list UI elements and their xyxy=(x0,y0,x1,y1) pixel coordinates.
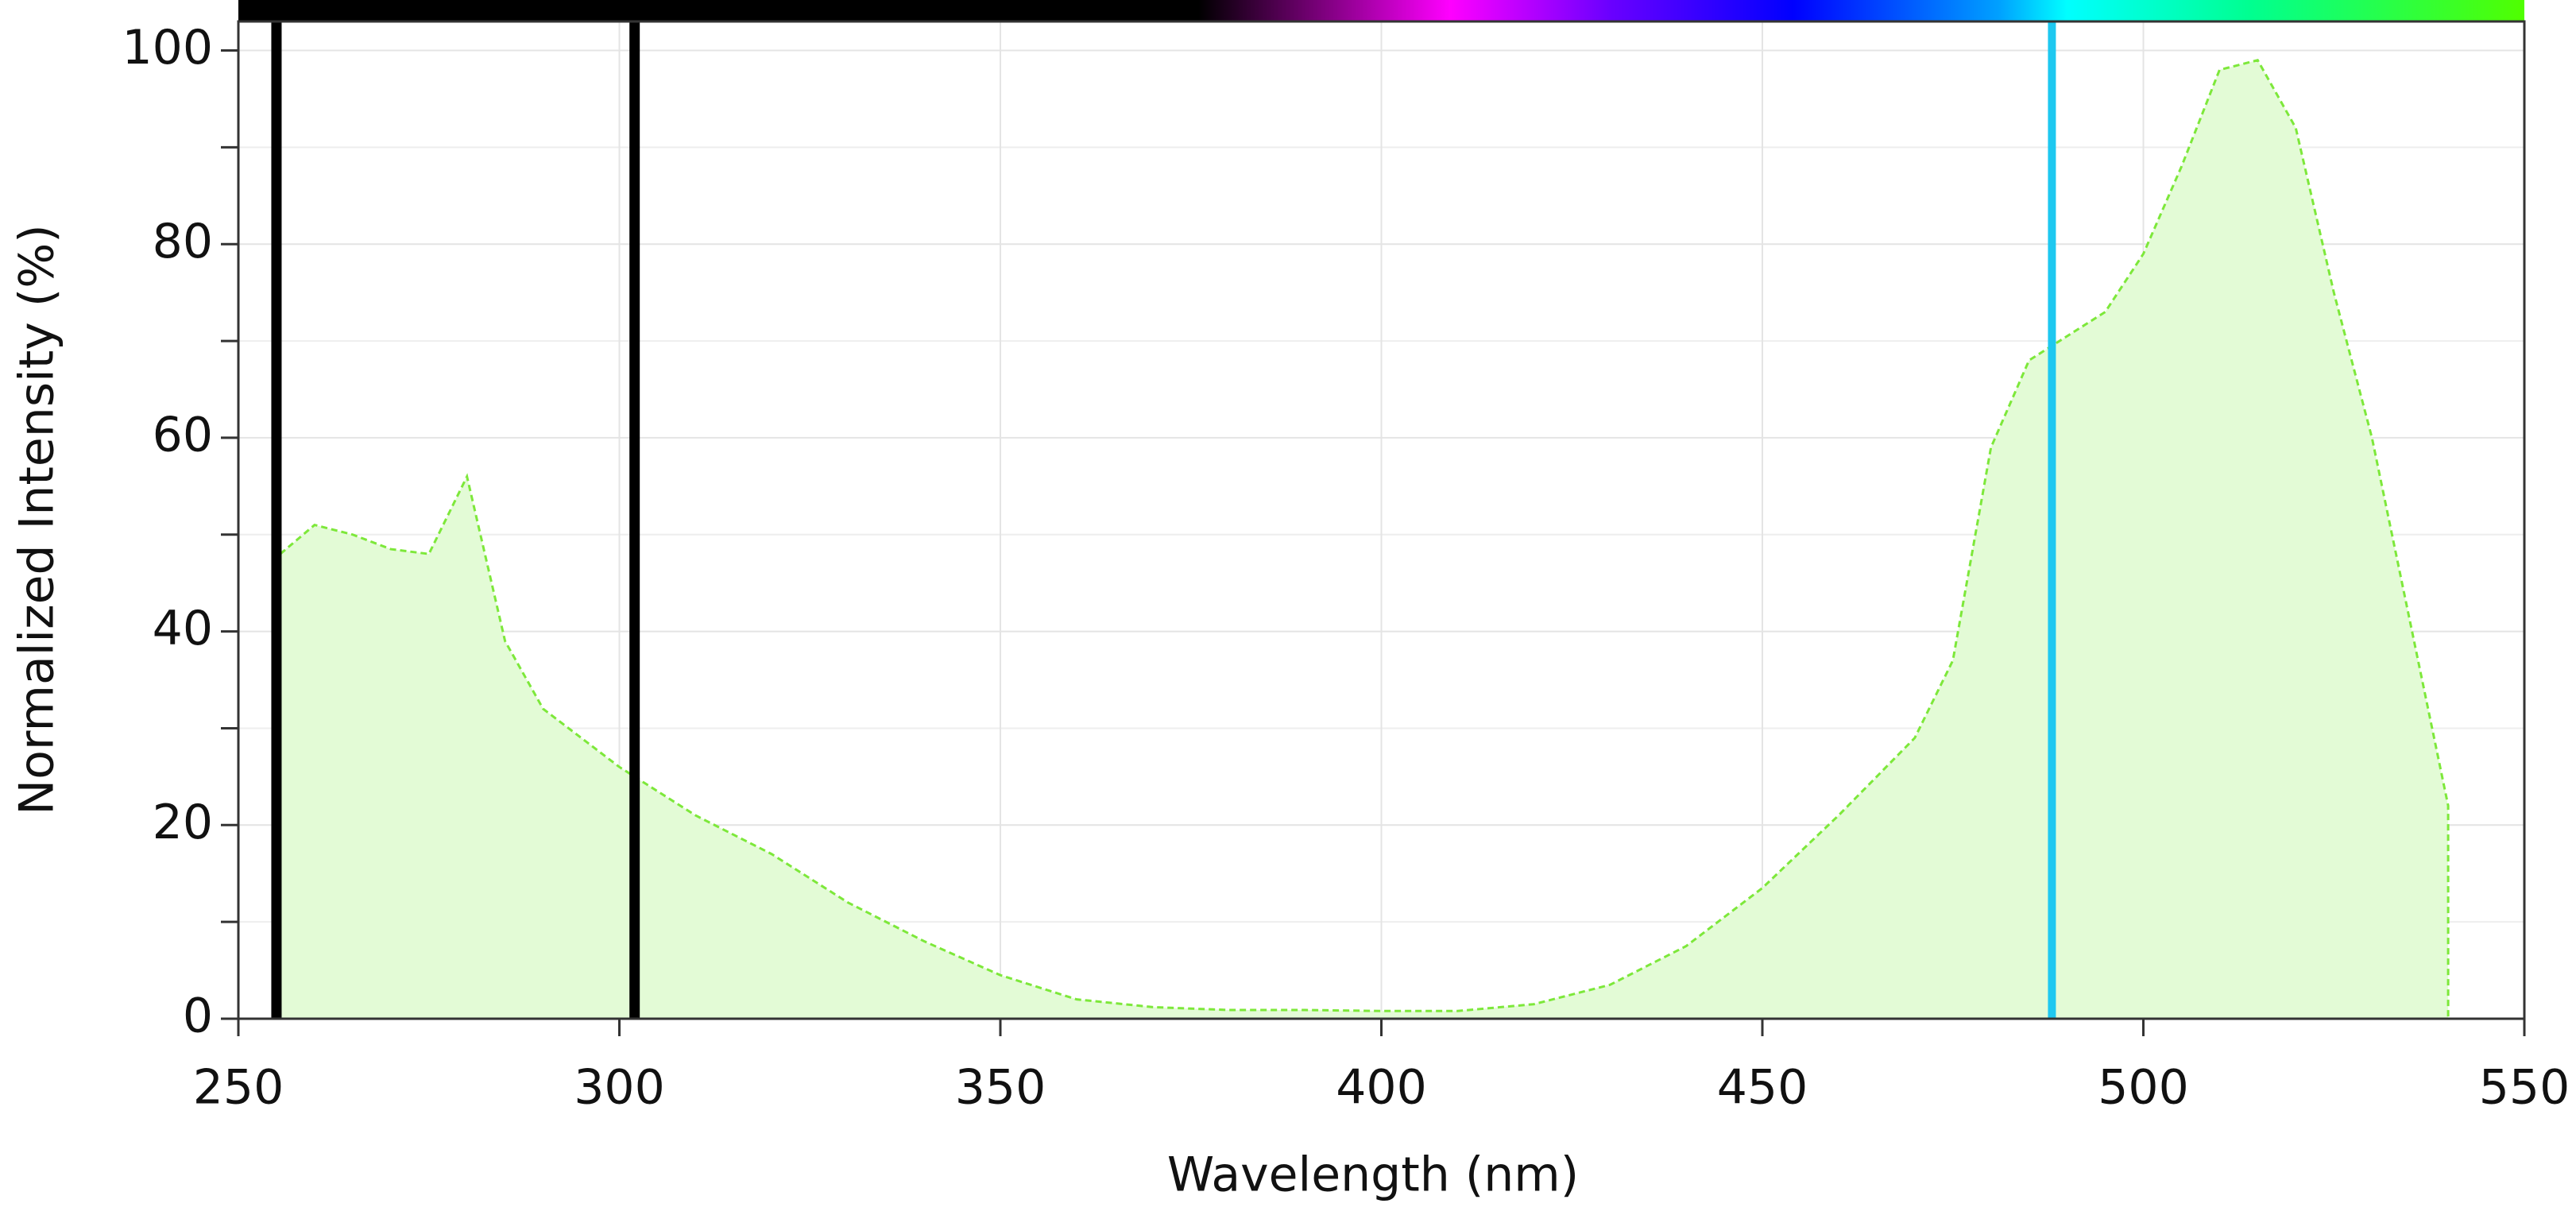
x-tick-label: 300 xyxy=(574,1060,665,1116)
area xyxy=(275,59,2450,1020)
y-tick-label: 100 xyxy=(122,20,213,75)
spectrum-bar xyxy=(238,0,2524,21)
y-tick-label: 80 xyxy=(153,214,213,269)
y-tick-label: 40 xyxy=(153,601,213,656)
x-tick-label: 550 xyxy=(2479,1060,2570,1116)
x-tick-label: 350 xyxy=(955,1060,1046,1116)
y-tick-label: 20 xyxy=(153,795,213,850)
y-tick-label: 60 xyxy=(153,408,213,463)
y-axis-label: Normalized Intensity (%) xyxy=(10,224,65,815)
y-tick-label: 0 xyxy=(183,989,213,1044)
x-tick-label: 400 xyxy=(1336,1060,1427,1116)
x-tick-label: 250 xyxy=(193,1060,284,1116)
x-axis-label: Wavelength (nm) xyxy=(1167,1147,1579,1203)
x-tick-label: 450 xyxy=(1717,1060,1808,1116)
x-tick-label: 500 xyxy=(2098,1060,2189,1116)
